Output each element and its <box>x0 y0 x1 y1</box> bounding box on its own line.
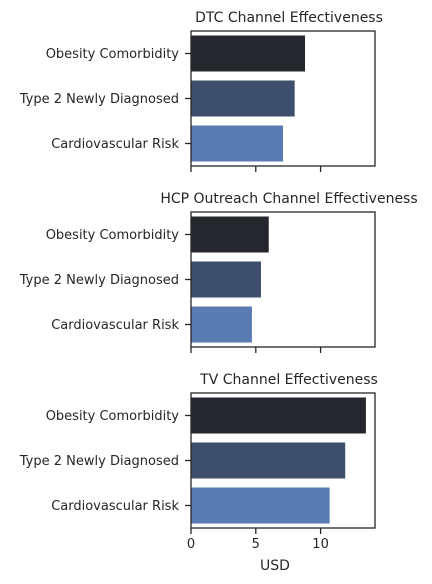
category-label: Obesity Comorbidity <box>46 47 180 62</box>
x-tick-label: 10 <box>312 537 329 552</box>
chart-title: DTC Channel Effectiveness <box>195 10 383 26</box>
chart-panel-2: HCP Outreach Channel Effectiveness Obesit… <box>19 191 418 353</box>
bar <box>191 443 345 479</box>
chart-panel-1: DTC Channel Effectiveness Obesity Comorbi… <box>19 10 383 172</box>
chart-panel-3: TV Channel Effectiveness Obesity Comorbid… <box>19 372 378 574</box>
x-tick-label: 0 <box>187 537 195 552</box>
category-label: Obesity Comorbidity <box>46 228 180 243</box>
category-label: Type 2 Newly Diagnosed <box>19 92 179 107</box>
bar <box>191 488 330 524</box>
category-label: Type 2 Newly Diagnosed <box>19 454 179 469</box>
x-tick-label: 5 <box>252 537 260 552</box>
category-label: Type 2 Newly Diagnosed <box>19 273 179 288</box>
bar <box>191 126 283 162</box>
bar <box>191 81 295 117</box>
bar <box>191 262 261 298</box>
category-label: Obesity Comorbidity <box>46 409 180 424</box>
category-label: Cardiovascular Risk <box>51 137 179 152</box>
category-label: Cardiovascular Risk <box>51 499 179 514</box>
chart-title: HCP Outreach Channel Effectiveness <box>160 191 417 207</box>
x-axis-title: USD <box>260 558 290 574</box>
bar <box>191 217 269 253</box>
bar <box>191 398 366 434</box>
chart-title: TV Channel Effectiveness <box>199 372 378 388</box>
category-label: Cardiovascular Risk <box>51 318 179 333</box>
bar <box>191 307 252 343</box>
bar <box>191 36 305 72</box>
